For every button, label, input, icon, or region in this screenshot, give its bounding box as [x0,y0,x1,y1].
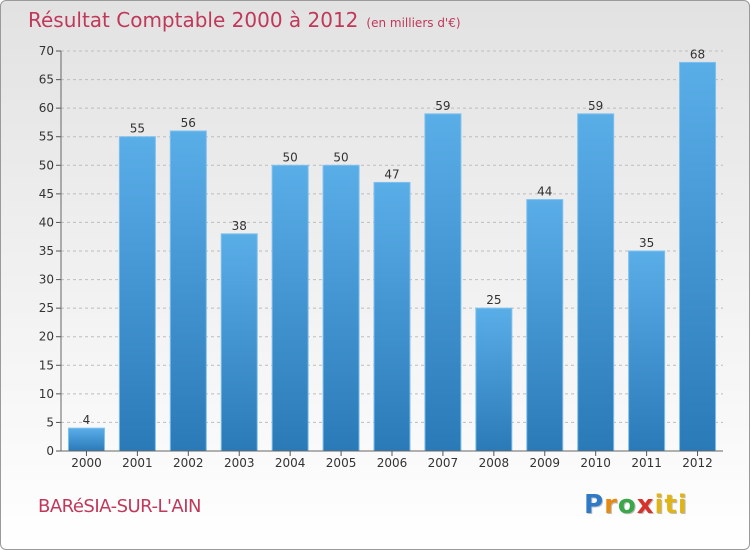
bar [679,61,717,452]
y-tick-label: 20 [39,330,54,344]
data-label: 50 [333,150,348,164]
data-label: 56 [181,116,196,130]
data-label: 35 [639,236,654,250]
x-tick-label: 2008 [479,456,510,470]
y-tick-label: 70 [39,44,54,58]
y-tick-label: 5 [46,415,54,429]
data-label: 59 [435,99,450,113]
x-tick-label: 2004 [275,456,306,470]
x-tick-label: 2006 [377,456,408,470]
chart-subtitle: (en milliers d'€) [366,16,461,30]
y-tick-label: 30 [39,273,54,287]
y-tick-label: 0 [46,444,54,458]
y-tick-label: 10 [39,387,54,401]
x-tick-label: 2010 [580,456,611,470]
data-label: 4 [83,413,91,427]
x-tick-label: 2005 [326,456,357,470]
bar [118,136,156,452]
data-label: 55 [130,122,145,136]
bar [628,250,666,452]
data-label: 38 [232,219,247,233]
logo-letter: P [584,490,605,520]
y-tick-label: 60 [39,101,54,115]
y-tick-label: 55 [39,130,54,144]
chart-title: Résultat Comptable 2000 à 2012 [28,8,359,32]
logo-letter: iti [654,490,688,520]
x-tick-label: 2000 [71,456,102,470]
chart-title-block: Résultat Comptable 2000 à 2012 (en millie… [28,8,461,32]
y-tick-label: 40 [39,215,54,229]
logo-letter: r [604,490,618,520]
x-tick-label: 2001 [122,456,153,470]
bar [271,164,309,452]
y-tick-label: 45 [39,187,54,201]
data-label: 50 [283,150,298,164]
x-tick-label: 2012 [682,456,713,470]
commune-name: BARéSIA-SUR-L'AIN [38,496,202,517]
logo-letter: o [617,490,637,520]
bar [424,113,462,452]
bar [322,164,360,452]
data-label: 44 [537,185,552,199]
x-tick-label: 2002 [173,456,204,470]
x-tick-label: 2003 [224,456,255,470]
y-tick-label: 35 [39,244,54,258]
proxiti-logo: Proxiti [584,490,688,520]
y-tick-label: 15 [39,358,54,372]
bar [169,130,207,452]
bar [577,113,615,452]
bar [220,233,258,452]
data-label: 59 [588,99,603,113]
x-tick-label: 2011 [631,456,662,470]
data-label: 47 [384,167,399,181]
y-tick-label: 50 [39,158,54,172]
x-tick-label: 2009 [529,456,560,470]
data-label: 68 [690,47,705,61]
data-label: 25 [486,293,501,307]
x-tick-label: 2007 [428,456,459,470]
logo-letter: x [636,490,655,520]
bar [373,181,411,452]
bar [475,307,513,452]
bar [67,427,105,452]
y-tick-label: 65 [39,73,54,87]
bar [526,199,564,452]
y-tick-label: 25 [39,301,54,315]
